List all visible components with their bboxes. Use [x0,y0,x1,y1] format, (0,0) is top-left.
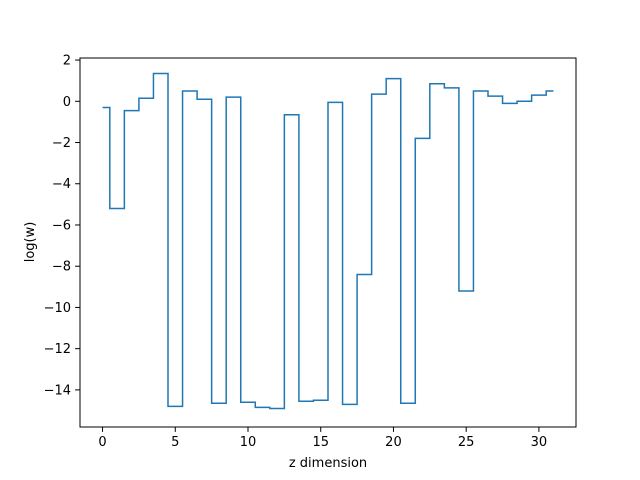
x-axis-label: z dimension [289,456,367,471]
y-tick-label: −4 [52,177,71,192]
axes-frame [79,57,577,428]
y-tick-label: 0 [63,95,71,110]
y-tick-label: −6 [52,218,71,233]
y-axis-ticks: 2 0 −2 −4 −6 −8 −10 −12 −14 [44,54,80,398]
y-tick-label: −12 [44,342,71,357]
x-tick-label: 25 [458,435,475,450]
x-tick-label: 10 [240,435,257,450]
y-tick-label: −2 [52,136,71,151]
x-tick-label: 20 [385,435,402,450]
x-tick-label: 15 [312,435,329,450]
x-axis-ticks: 0 5 10 15 20 25 30 [98,427,547,450]
x-tick-label: 30 [531,435,548,450]
y-tick-label: −8 [52,260,71,275]
series-step-line-0 [102,72,554,410]
y-tick-label: 2 [63,54,71,69]
y-axis-label: log(w) [23,222,38,263]
x-tick-label: 0 [98,435,106,450]
y-tick-label: −10 [44,301,71,316]
x-tick-label: 5 [171,435,179,450]
plot-area [102,72,554,410]
y-tick-label: −14 [44,383,71,398]
